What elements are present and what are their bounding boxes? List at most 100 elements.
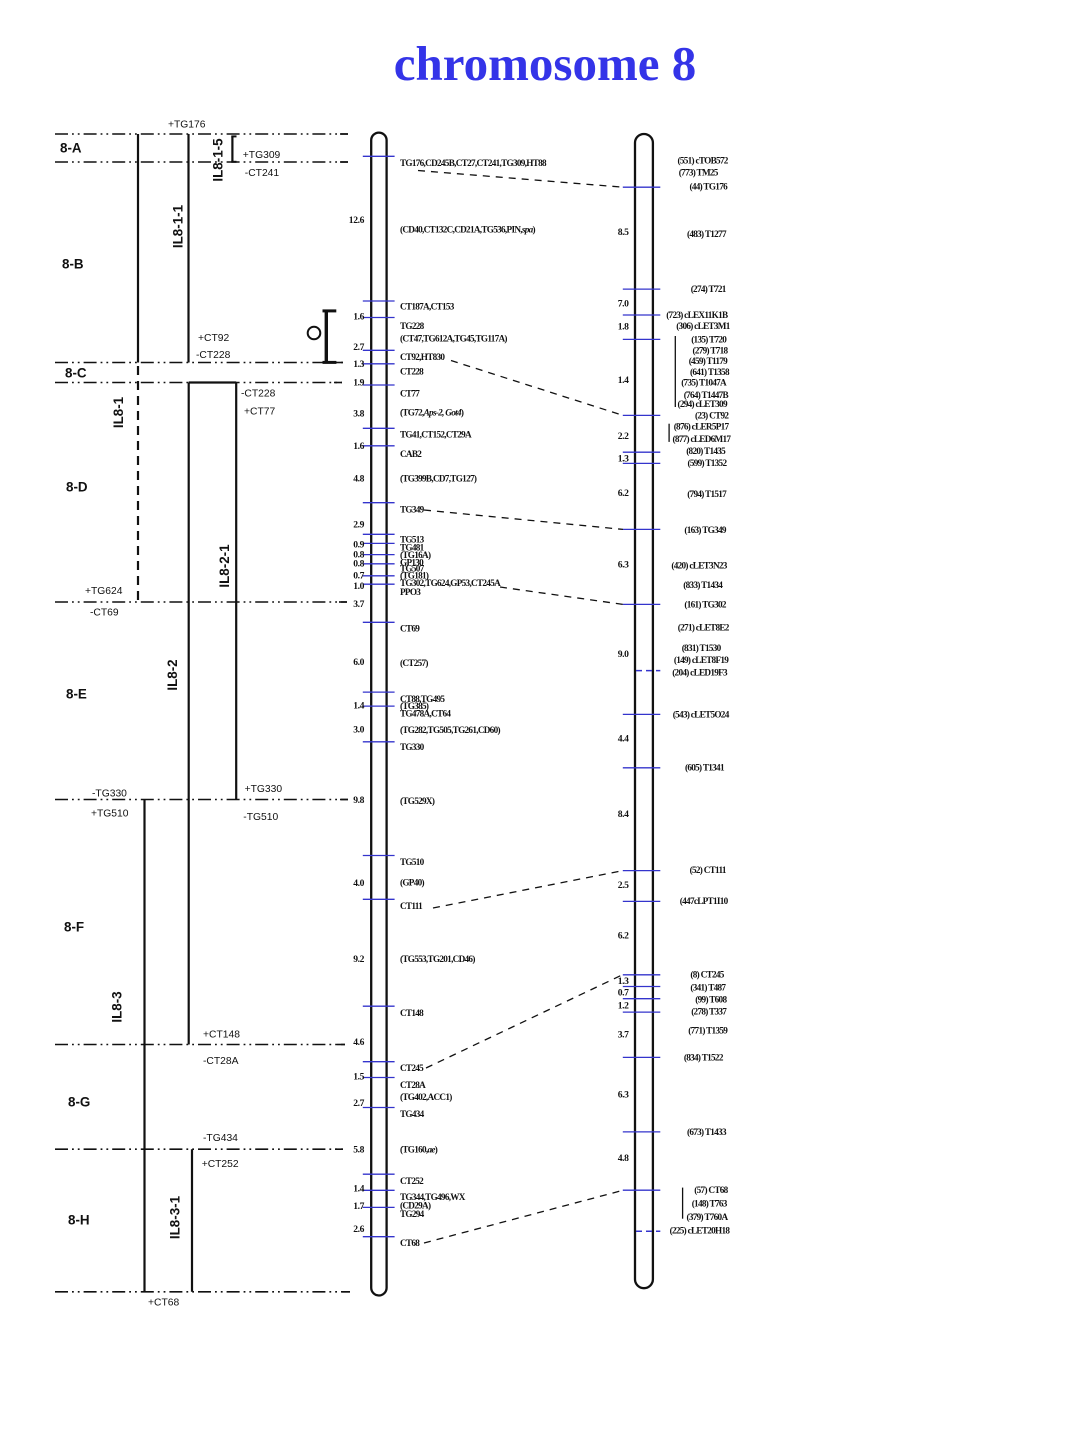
- svg-text:CT111: CT111: [400, 901, 423, 911]
- svg-text:6.2: 6.2: [618, 488, 629, 499]
- svg-text:8-F: 8-F: [64, 920, 84, 935]
- svg-text:+TG624: +TG624: [85, 586, 123, 597]
- svg-text:3.7: 3.7: [353, 599, 364, 610]
- svg-text:TG510: TG510: [400, 857, 425, 867]
- svg-text:CT245: CT245: [400, 1063, 424, 1073]
- svg-text:(TG385): (TG385): [400, 701, 429, 711]
- svg-text:8-A: 8-A: [60, 141, 82, 156]
- svg-text:6.3: 6.3: [618, 560, 629, 571]
- svg-text:1.5: 1.5: [353, 1072, 364, 1083]
- svg-text:(420) cLET3N23: (420) cLET3N23: [671, 561, 727, 571]
- svg-text:(341) T487: (341) T487: [690, 983, 726, 993]
- svg-text:9.8: 9.8: [353, 795, 364, 806]
- svg-text:(52) CT111: (52) CT111: [690, 865, 727, 875]
- svg-text:-CT241: -CT241: [245, 168, 280, 179]
- svg-text:+TG309: +TG309: [243, 150, 281, 161]
- svg-text:1.2: 1.2: [618, 1001, 629, 1012]
- svg-text:(820) T1435: (820) T1435: [686, 446, 726, 456]
- svg-text:8.5: 8.5: [618, 227, 629, 238]
- svg-text:(271) cLET8E2: (271) cLET8E2: [678, 623, 730, 633]
- svg-text:2.7: 2.7: [353, 1098, 364, 1109]
- svg-text:1.3: 1.3: [353, 359, 364, 370]
- svg-text:8.4: 8.4: [618, 809, 629, 820]
- svg-text:1.8: 1.8: [618, 322, 629, 333]
- svg-text:(447cLPT1I10: (447cLPT1I10: [680, 896, 729, 906]
- svg-text:(TG529X): (TG529X): [400, 796, 435, 806]
- svg-text:CT148: CT148: [400, 1008, 424, 1018]
- svg-text:(148) T763: (148) T763: [692, 1198, 728, 1208]
- svg-text:IL8-3-1: IL8-3-1: [168, 1195, 183, 1239]
- svg-text:CT77: CT77: [400, 389, 420, 399]
- svg-text:+CT68: +CT68: [148, 1298, 179, 1309]
- svg-text:(834) T1522: (834) T1522: [684, 1052, 724, 1062]
- svg-text:(278) T337: (278) T337: [691, 1006, 727, 1016]
- svg-text:-CT228: -CT228: [241, 389, 276, 400]
- svg-text:TG330: TG330: [400, 742, 425, 752]
- svg-text:(605) T1341: (605) T1341: [685, 762, 725, 772]
- svg-text:TG228: TG228: [400, 321, 425, 331]
- svg-text:1.0: 1.0: [353, 581, 364, 592]
- svg-text:+CT77: +CT77: [244, 407, 275, 418]
- svg-text:(483) T1277: (483) T1277: [687, 229, 727, 239]
- svg-text:8-E: 8-E: [66, 687, 87, 702]
- svg-text:1.6: 1.6: [353, 441, 364, 452]
- svg-text:2.6: 2.6: [353, 1224, 364, 1235]
- svg-text:(279) T718: (279) T718: [693, 346, 729, 356]
- svg-text:2.9: 2.9: [353, 520, 364, 531]
- svg-text:(735) T1047A: (735) T1047A: [681, 377, 727, 387]
- svg-text:(149) cLET8F19: (149) cLET8F19: [674, 655, 729, 665]
- svg-text:(TG402,ACC1): (TG402,ACC1): [400, 1092, 452, 1102]
- svg-text:(CT47,TG612A,TG45,TG117A): (CT47,TG612A,TG45,TG117A): [400, 334, 507, 344]
- svg-text:0.8: 0.8: [353, 550, 364, 561]
- svg-text:(163) TG349: (163) TG349: [684, 525, 726, 535]
- svg-text:3.0: 3.0: [353, 725, 364, 736]
- svg-text:IL8-3: IL8-3: [110, 991, 125, 1022]
- svg-text:+TG330: +TG330: [245, 784, 283, 795]
- svg-text:IL8-2-1: IL8-2-1: [217, 544, 232, 588]
- svg-text:9.2: 9.2: [353, 954, 364, 965]
- svg-text:8-D: 8-D: [66, 480, 88, 495]
- svg-text:(773) TM25: (773) TM25: [679, 168, 719, 178]
- svg-text:12.6: 12.6: [349, 215, 365, 226]
- svg-text:8-C: 8-C: [65, 366, 87, 381]
- svg-text:4.6: 4.6: [353, 1037, 364, 1048]
- svg-text:(CD40,CT132C,CD21A,TG536,PIN,s: (CD40,CT132C,CD21A,TG536,PIN,spa): [400, 225, 536, 235]
- svg-text:IL8-1: IL8-1: [111, 396, 126, 428]
- svg-text:8-G: 8-G: [68, 1095, 90, 1110]
- svg-text:IL8-2: IL8-2: [165, 659, 180, 690]
- svg-text:(57) CT68: (57) CT68: [694, 1185, 728, 1195]
- svg-text:CT228: CT228: [400, 367, 424, 377]
- svg-text:1.6: 1.6: [353, 312, 364, 323]
- svg-text:(225) cLET20H18: (225) cLET20H18: [670, 1226, 731, 1236]
- svg-text:IL8-1-1: IL8-1-1: [171, 204, 186, 248]
- svg-text:(23) CT92: (23) CT92: [695, 411, 729, 421]
- svg-text:-CT228: -CT228: [196, 350, 231, 361]
- svg-text:4.8: 4.8: [618, 1153, 629, 1164]
- svg-text:CT68: CT68: [400, 1238, 420, 1248]
- svg-text:(771) T1359: (771) T1359: [688, 1025, 728, 1035]
- svg-text:8-H: 8-H: [68, 1213, 90, 1228]
- svg-text:(TG553,TG201,CD46): (TG553,TG201,CD46): [400, 954, 475, 964]
- svg-text:2.2: 2.2: [618, 431, 629, 442]
- svg-text:1.3: 1.3: [618, 454, 629, 465]
- svg-text:CT252: CT252: [400, 1176, 424, 1186]
- svg-text:TG507: TG507: [400, 564, 425, 574]
- svg-text:4.4: 4.4: [618, 734, 629, 745]
- svg-text:-CT69: -CT69: [90, 608, 119, 619]
- svg-text:(CT257): (CT257): [400, 658, 428, 668]
- svg-text:TG176,CD245B,CT27,CT241,TG309,: TG176,CD245B,CT27,CT241,TG309,HT88: [400, 158, 547, 168]
- svg-text:(204) cLED19F3: (204) cLED19F3: [672, 668, 728, 678]
- svg-text:TG478A,CT64: TG478A,CT64: [400, 709, 451, 719]
- svg-text:CAB2: CAB2: [400, 449, 422, 459]
- svg-text:5.8: 5.8: [353, 1145, 364, 1156]
- svg-text:8-B: 8-B: [62, 257, 84, 272]
- svg-text:(599) T1352: (599) T1352: [688, 458, 728, 468]
- svg-text:IL8-1-5: IL8-1-5: [211, 138, 226, 182]
- svg-text:(44) TG176: (44) TG176: [690, 182, 729, 192]
- svg-text:(8) CT245: (8) CT245: [690, 970, 724, 980]
- svg-text:6.0: 6.0: [353, 657, 364, 668]
- svg-text:(99) T608: (99) T608: [695, 995, 727, 1005]
- svg-text:CT28A: CT28A: [400, 1080, 426, 1090]
- svg-text:CT92,HT830: CT92,HT830: [400, 352, 445, 362]
- svg-text:7.0: 7.0: [618, 299, 629, 310]
